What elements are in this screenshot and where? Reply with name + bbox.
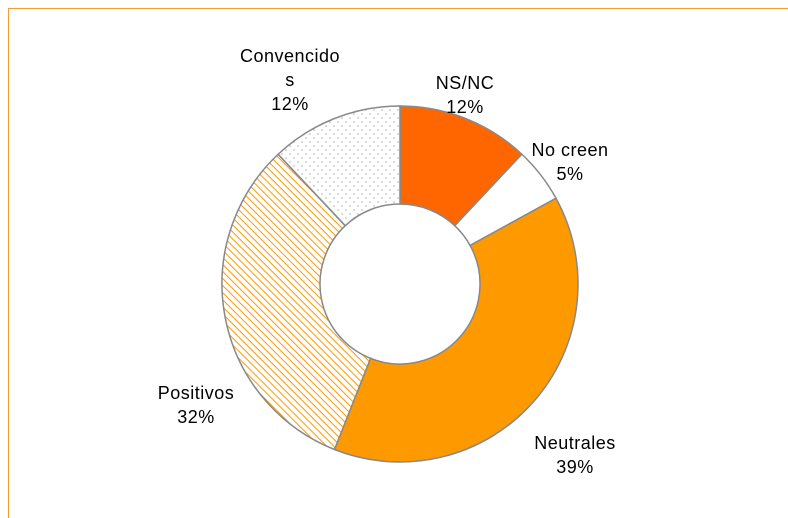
category-label: Convencidos xyxy=(239,46,341,90)
slice-label: No creen 5% xyxy=(531,138,608,186)
donut-slice xyxy=(221,153,372,451)
value-label: 5% xyxy=(556,164,584,184)
slice-label: Convencidos 12% xyxy=(236,44,344,116)
value-label: 32% xyxy=(177,407,215,427)
category-label: Positivos xyxy=(157,383,235,403)
value-label: 12% xyxy=(446,97,484,117)
value-label: 12% xyxy=(271,94,309,114)
slice-label: Neutrales 39% xyxy=(534,431,616,479)
slice-label: Positivos 32% xyxy=(158,381,235,429)
slice-label: NS/NC 12% xyxy=(436,71,495,119)
donut-slice xyxy=(333,197,579,463)
value-label: 39% xyxy=(556,457,594,477)
category-label: Neutrales xyxy=(534,433,616,453)
frame xyxy=(8,8,788,518)
donut-slice xyxy=(277,105,401,227)
category-label: No creen xyxy=(531,140,609,160)
category-label: NS/NC xyxy=(435,73,495,93)
